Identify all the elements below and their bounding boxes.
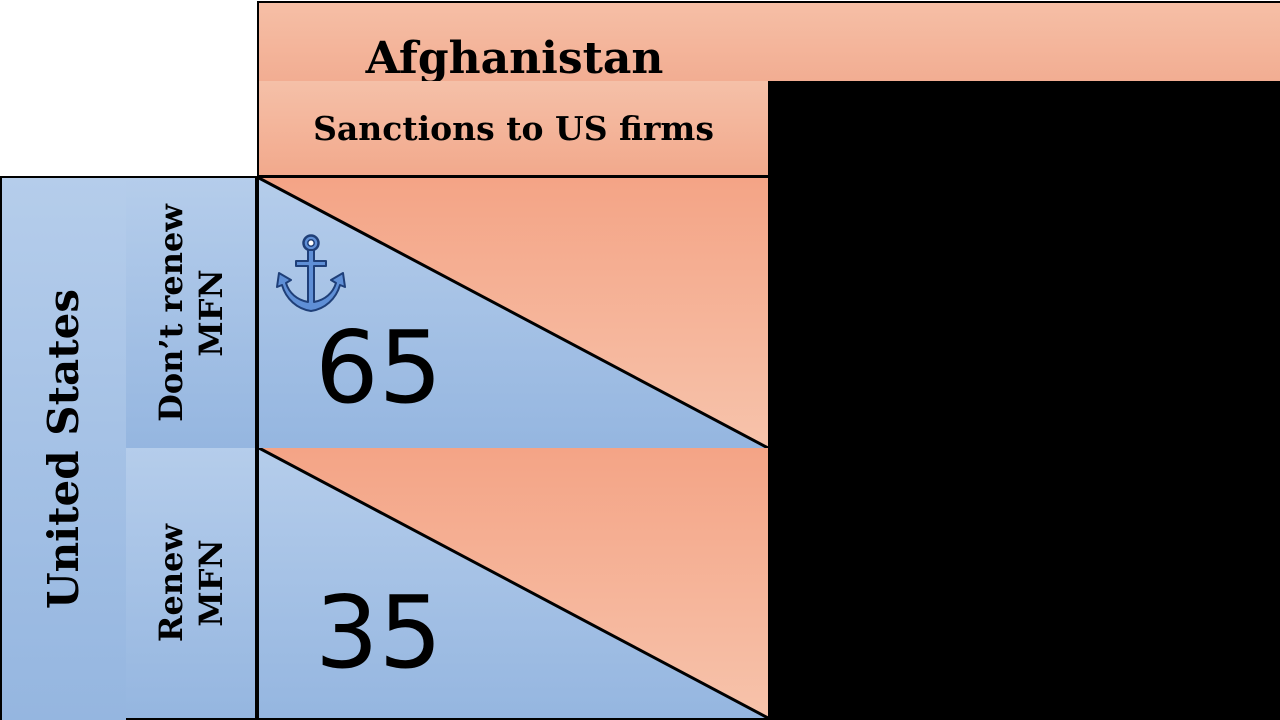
- row-player-header: United States: [0, 176, 128, 720]
- column-strategy-label: Sanctions to US firms: [313, 108, 714, 148]
- row-payoff-1: 65: [315, 309, 443, 426]
- row-strategy-header-1: Don’t renew MFN: [126, 176, 257, 450]
- row-strategy-label-1-line1: Don’t renew: [151, 204, 190, 422]
- row-strategy-label-2-line2: MFN: [191, 539, 230, 627]
- row-payoff-2: 35: [315, 574, 443, 691]
- cell-split-2: [259, 448, 768, 718]
- row-strategy-label-1: Don’t renew MFN: [151, 204, 231, 422]
- diagonal-2: [259, 448, 768, 718]
- column-strategy-header: Sanctions to US firms: [257, 81, 770, 178]
- row-player-name: United States: [39, 289, 88, 609]
- column-player-header: Afghanistan: [257, 1, 1280, 83]
- payoff-cell-1: 65: [257, 176, 770, 450]
- row-strategy-label-2-line1: Renew: [151, 523, 190, 643]
- column-player-name: Afghanistan: [365, 33, 664, 84]
- row-strategy-header-2: Renew MFN: [126, 448, 257, 720]
- payoff-cell-2: 35: [257, 448, 770, 720]
- row-strategy-label-2: Renew MFN: [151, 524, 231, 642]
- hidden-region: [768, 81, 1280, 720]
- row-strategy-label-1-line2: MFN: [191, 269, 230, 357]
- cell-split-1: [259, 178, 768, 448]
- diagonal-1: [259, 178, 768, 448]
